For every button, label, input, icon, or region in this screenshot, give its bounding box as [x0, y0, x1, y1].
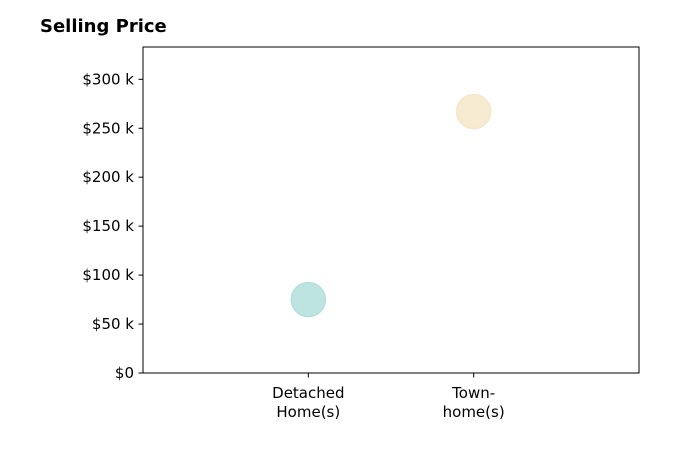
plot-marks — [290, 93, 492, 318]
y-axis: $0 $50 k $100 k $150 k $200 k $250 k $300 k — [82, 70, 143, 382]
y-tick-label: $100 k — [82, 266, 134, 284]
y-tick-label: $50 k — [92, 315, 134, 333]
y-tick-label: $200 k — [82, 168, 134, 186]
x-tick-label: Town- — [451, 384, 495, 402]
y-tick-label: $250 k — [82, 119, 134, 137]
data-point — [290, 281, 327, 318]
x-tick-label: Home(s) — [276, 403, 340, 421]
data-point — [455, 93, 492, 130]
y-tick-label: $300 k — [82, 70, 134, 88]
x-tick-label: Detached — [272, 384, 344, 402]
x-tick-label: home(s) — [443, 403, 505, 421]
y-tick-label: $0 — [115, 364, 134, 382]
chart-title: Selling Price — [40, 16, 167, 37]
plot-frame — [142, 46, 640, 374]
y-tick-label: $150 k — [82, 217, 134, 235]
